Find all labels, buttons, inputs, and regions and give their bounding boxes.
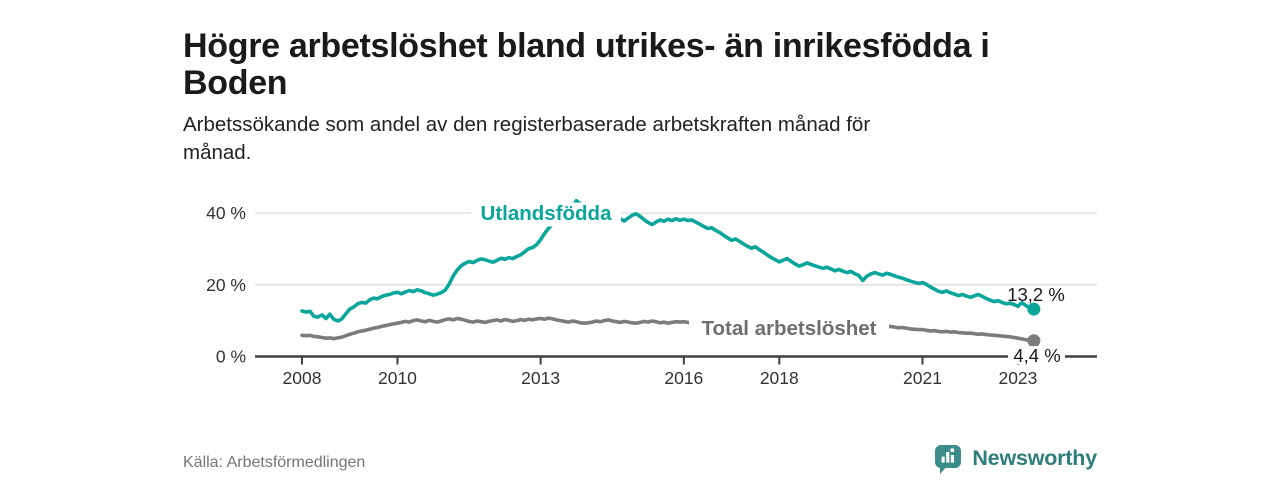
series-label: Utlandsfödda — [481, 202, 613, 225]
series-end-dot — [1027, 334, 1041, 348]
x-tick-label: 2023 — [998, 368, 1037, 388]
series-lines — [300, 198, 1036, 343]
series-label-mask — [689, 317, 889, 341]
gridlines: 0 % 20 % 40 % — [206, 203, 1097, 367]
bar-small — [941, 456, 946, 463]
end-value-label: 13,2 % — [1007, 284, 1065, 305]
series-line-total-arbetsl-shet — [300, 316, 1036, 343]
x-tick-label: 2010 — [378, 368, 417, 388]
series-label: Total arbetslöshet — [701, 317, 876, 340]
x-tick-label: 2018 — [760, 368, 799, 388]
series-label-mask — [471, 202, 621, 227]
x-tick-label: 2016 — [664, 368, 703, 388]
chart-title: Högre arbetslöshet bland utrikes- än inr… — [183, 26, 990, 102]
y-tick-label: 20 % — [206, 275, 246, 295]
x-tick-label: 2013 — [521, 368, 560, 388]
end-value-labels: 13,2 % 4,4 % — [1007, 284, 1065, 366]
y-tick-label: 0 % — [216, 347, 246, 367]
bubble-tail — [940, 466, 948, 474]
x-tick-label: 2008 — [283, 368, 322, 388]
brand-name: Newsworthy — [972, 446, 1097, 470]
x-tick-label: 2021 — [903, 368, 942, 388]
exclamation-dot — [950, 448, 955, 453]
series-labels: Utlandsfödda Total arbetslöshet — [471, 202, 889, 341]
source-note: Källa: Arbetsförmedlingen — [183, 454, 366, 471]
end-label-mask — [1008, 346, 1065, 364]
end-value-label: 4,4 % — [1013, 345, 1060, 366]
chart-subtitle: Arbetssökande som andel av den registerb… — [183, 112, 871, 164]
y-tick-label: 40 % — [206, 203, 246, 223]
newsworthy-bubble-icon — [935, 445, 962, 474]
x-axis: 2008 2010 2013 2016 2018 2021 2023 — [283, 357, 1037, 388]
newsworthy-logo: Newsworthy — [933, 443, 1097, 474]
series-end-dot — [1027, 302, 1041, 316]
end-dots — [1027, 302, 1041, 348]
series-line-utlandsf-dda — [300, 198, 1036, 323]
bar-tall — [946, 452, 950, 463]
bar-medium — [951, 455, 955, 463]
